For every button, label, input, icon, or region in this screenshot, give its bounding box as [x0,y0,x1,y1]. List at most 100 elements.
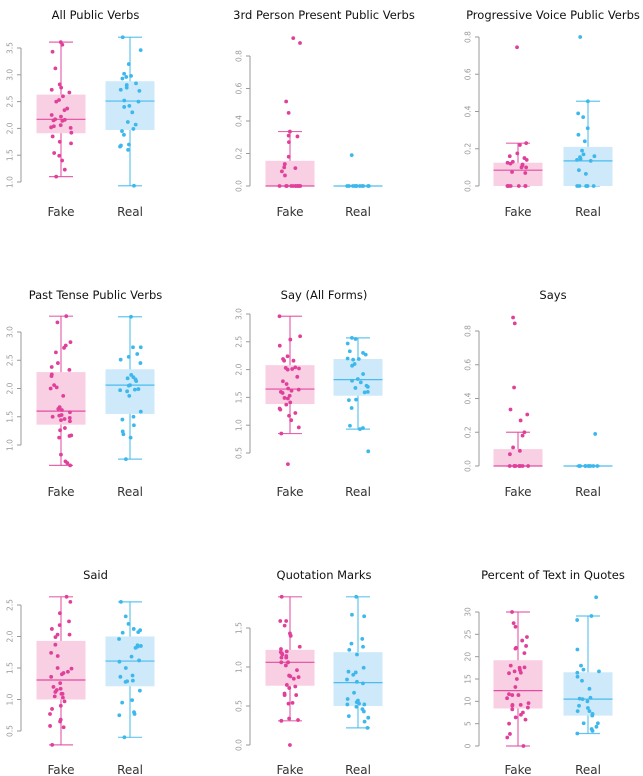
data-point [589,614,594,618]
data-point [366,715,371,720]
data-point [57,435,62,440]
data-point [508,407,513,412]
data-point [278,619,283,623]
data-point [286,660,290,665]
data-point [581,721,586,726]
data-point [50,134,55,139]
series-fake: Fake [36,594,86,776]
data-point [54,99,59,104]
series-fake: Fake [36,40,86,219]
data-point [284,402,289,407]
y-tick-label: 0.2 [464,143,473,155]
y-tick-label: 2.0 [6,630,15,642]
data-point [522,651,527,655]
data-point [136,630,141,634]
data-point [347,349,352,354]
data-point [588,695,593,700]
data-point [366,449,371,454]
box-iqr [493,162,543,186]
data-point [57,139,62,144]
data-point [120,417,125,422]
data-point [68,125,73,130]
data-point [125,389,130,394]
data-point [595,721,600,726]
data-point [350,612,354,617]
data-point [579,663,583,668]
data-point [352,690,356,695]
category-label: Real [575,205,601,219]
data-point [296,718,300,722]
data-point [513,715,518,720]
data-point [512,385,516,390]
data-point [581,667,586,672]
chart-panel: Says 0.0 0.2 0.4 0.6 0.8 Fake Real [464,288,613,499]
data-point [137,688,142,693]
data-point [575,674,580,679]
data-point [575,647,580,652]
y-tick-label: 0.8 [235,50,244,62]
box-iqr [36,94,86,134]
data-point [60,691,65,696]
data-point [60,42,65,47]
data-point [48,724,52,728]
data-point [583,464,588,468]
data-point [49,674,54,679]
data-point [295,668,299,673]
data-point [360,637,365,641]
data-point [51,685,56,689]
data-point [594,595,599,600]
data-point [285,354,290,359]
data-point [585,184,589,188]
data-point [524,141,529,146]
data-point [578,157,583,161]
data-point [298,334,303,339]
data-point [58,719,62,724]
data-point [284,382,289,386]
data-point [67,434,72,438]
data-point [289,184,294,188]
y-tick-label: 2.5 [6,599,15,611]
data-point [575,618,580,622]
data-point [288,129,292,134]
data-point [510,703,515,708]
data-point [516,184,521,188]
data-point [289,388,294,393]
data-point [53,350,58,355]
data-point [363,352,368,357]
data-point [126,62,131,66]
data-point [347,647,352,652]
data-point [58,123,63,128]
data-point [280,652,285,657]
y-tick-label: 0.4 [464,105,473,117]
data-point [134,81,138,86]
data-point [128,435,133,440]
data-point [591,184,596,188]
data-point [133,122,138,127]
data-point [59,114,63,119]
chart-panel: Past Tense Public Verbs 1.0 1.5 2.0 2.5 3.0 Fa… [6,288,163,499]
series-real: Real [105,35,155,219]
data-point [117,637,121,641]
data-point [120,35,125,40]
y-tick-label: 25 [464,629,473,639]
data-point [69,141,73,146]
data-point [55,666,60,670]
data-point [127,393,132,398]
data-point [517,464,522,468]
data-point [130,698,135,703]
data-point [513,464,518,468]
data-point [279,594,284,599]
chart-panel: Quotation Marks 0.0 0.5 1.0 1.5 Fake Real [235,568,383,776]
category-label: Real [345,485,371,499]
data-point [524,644,528,648]
data-point [130,110,135,115]
data-point [355,679,359,684]
y-tick-label: 0.0 [235,739,244,751]
data-point [137,658,142,663]
data-point [361,644,365,649]
data-point [597,669,601,674]
data-point [523,717,528,722]
data-point [284,619,289,623]
data-point [345,677,349,682]
chart-panel: Progressive Voice Public Verbs 0.0 0.2 0.4 0… [464,8,640,219]
